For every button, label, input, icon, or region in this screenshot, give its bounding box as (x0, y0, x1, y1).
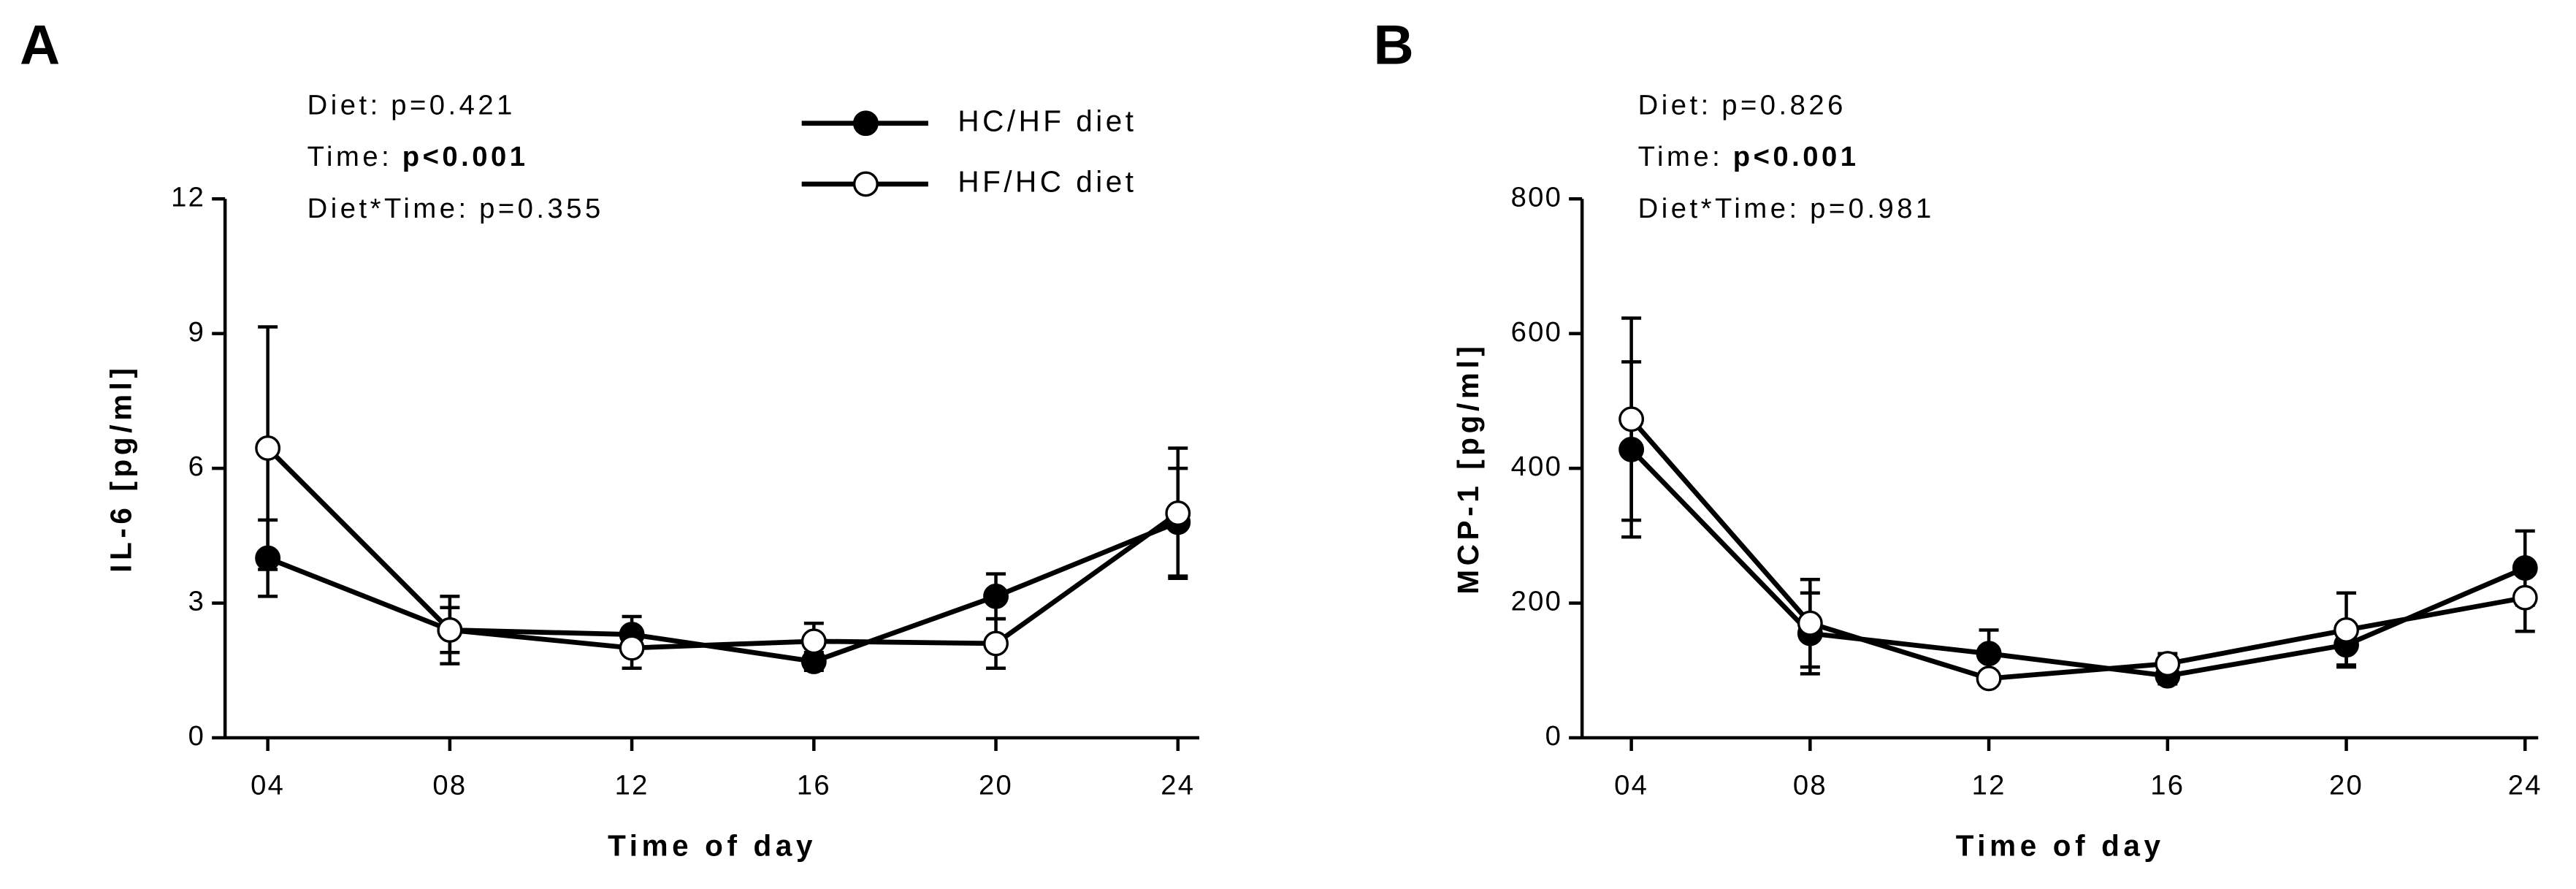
x-tick-label: 04 (1614, 770, 1648, 801)
data-point (2512, 555, 2538, 581)
y-axis-label: IL-6 [pg/ml] (104, 364, 137, 573)
x-tick-label: 12 (1972, 770, 2006, 801)
x-tick-label: 08 (432, 770, 467, 801)
stat-line: Diet: p=0.421 (307, 89, 516, 121)
stat-label: Diet*Time: (1638, 193, 1800, 224)
y-tick-label: 800 (1511, 181, 1563, 213)
stat-line: Diet*Time: p=0.981 (1638, 193, 1935, 224)
data-point (1618, 406, 1645, 432)
y-tick-label: 9 (188, 316, 206, 348)
x-tick-label: 24 (2508, 770, 2542, 801)
stat-value: p<0.001 (1733, 141, 1860, 172)
y-tick-label: 3 (188, 586, 206, 617)
data-point (1976, 641, 2002, 667)
y-tick-label: 400 (1511, 451, 1563, 482)
y-tick-label: 600 (1511, 316, 1563, 348)
y-tick-label: 0 (188, 720, 206, 752)
data-point (983, 583, 1009, 609)
stat-line: Time: p<0.001 (1638, 141, 1860, 172)
data-point (983, 630, 1009, 657)
x-tick-label: 04 (251, 770, 285, 801)
stat-line: Diet*Time: p=0.355 (307, 193, 604, 224)
data-point (2512, 584, 2538, 611)
series-line (1629, 417, 2526, 682)
stat-label: Diet*Time: (307, 193, 470, 224)
data-point (255, 435, 281, 461)
x-tick-label: 08 (1793, 770, 1827, 801)
y-axis-label: MCP-1 [pg/ml] (1451, 343, 1485, 595)
x-tick-label: 12 (615, 770, 649, 801)
stat-label: Diet: (1638, 89, 1712, 121)
y-tick-label: 12 (171, 181, 205, 213)
legend-label: HC/HF diet (958, 104, 1136, 137)
x-tick-label: 20 (979, 770, 1013, 801)
stat-label: Time: (307, 141, 393, 172)
panel-label: B (1373, 15, 1413, 77)
stat-label: Time: (1638, 141, 1724, 172)
legend-marker (852, 171, 879, 197)
stat-value: p<0.001 (402, 141, 529, 172)
data-point (1976, 665, 2002, 692)
x-tick-label: 20 (2329, 770, 2363, 801)
series-line (267, 519, 1180, 664)
x-axis-label: Time of day (1956, 828, 2165, 862)
y-tick-label: 0 (1545, 720, 1563, 752)
x-axis-label: Time of day (608, 828, 817, 862)
data-point (255, 545, 281, 571)
series-line (1629, 447, 2526, 679)
stat-line: Diet: p=0.826 (1638, 89, 1846, 121)
legend-label: HF/HC diet (958, 165, 1136, 199)
data-point (2155, 651, 2181, 676)
stat-value: p=0.421 (391, 89, 516, 121)
x-tick-label: 16 (797, 770, 831, 801)
data-point (437, 617, 463, 643)
data-point (1618, 436, 1645, 462)
stat-value: p=0.981 (1810, 193, 1935, 224)
x-tick-label: 16 (2150, 770, 2185, 801)
data-point (1797, 610, 1823, 636)
stat-label: Diet: (307, 89, 381, 121)
y-tick-label: 200 (1511, 586, 1563, 617)
stat-value: p=0.826 (1721, 89, 1846, 121)
legend-marker (852, 110, 879, 137)
stat-value: p=0.355 (479, 193, 604, 224)
data-point (1165, 500, 1191, 527)
x-tick-label: 24 (1161, 770, 1195, 801)
panel-label: A (20, 15, 60, 77)
stat-line: Time: p<0.001 (307, 141, 529, 172)
series-line (266, 446, 1180, 651)
data-point (2334, 617, 2359, 643)
data-point (800, 628, 827, 655)
y-tick-label: 6 (188, 451, 206, 482)
data-point (619, 635, 645, 661)
